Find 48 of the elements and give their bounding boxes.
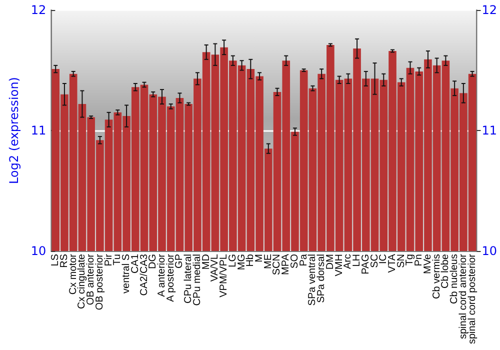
x-tick-label: Cx cingulate (76, 254, 88, 310)
x-tick-label: Arc (342, 254, 354, 269)
x-tick-label: OB posterior (94, 253, 106, 310)
x-tick-label: Cb lobe (440, 254, 452, 288)
x-tick-label: DG (148, 254, 159, 269)
x-tick-label: ME (262, 254, 274, 269)
x-tick-label: ventral S (121, 254, 132, 294)
x-tick-label: Pir (103, 253, 114, 266)
x-tick-label: A posterior (165, 253, 176, 302)
x-tick-label: SO (289, 254, 300, 268)
x-tick-label: CA1 (130, 254, 141, 274)
x-tick-label: SN (396, 254, 407, 268)
y2-tick-label: 12 (482, 3, 498, 17)
x-tick-label: MPA (280, 254, 292, 275)
x-tick-label: RS (58, 254, 70, 268)
y-tick-label: 10 (30, 244, 46, 258)
x-tick-label: LG (227, 254, 238, 268)
x-tick-label: Pn (414, 254, 425, 266)
x-tick-label: LS (50, 254, 62, 266)
x-tick-label: Tu (112, 254, 124, 266)
x-tick-label: Tg (404, 254, 416, 266)
x-tick-label: SCN (272, 254, 283, 276)
y-tick-label: 12 (30, 3, 46, 17)
x-tick-label: IC (378, 254, 390, 264)
x-tick-label: OB anterior (86, 253, 97, 306)
x-tick-label: PAG (360, 254, 372, 274)
x-tick-label: MVe (422, 254, 434, 274)
x-tick-label: DM (324, 254, 336, 270)
y2-tick-label: 10 (482, 244, 498, 258)
x-tick-label: CA2/CA3 (138, 254, 150, 296)
x-tick-label: spinal cord anterior (458, 253, 469, 340)
x-tick-label: GP (174, 254, 186, 268)
x-tick-label: VTA (387, 254, 398, 273)
x-tick-label: spinal cord posterior (466, 253, 478, 344)
x-tick-label: SC (369, 254, 380, 268)
x-tick-label: M (254, 254, 266, 262)
x-tick-label: VMH (334, 254, 345, 276)
y2-tick-label: 11 (482, 124, 498, 138)
x-tick-label: CPu medial (192, 254, 203, 306)
x-tick-label: SPa dorsal (316, 254, 328, 303)
x-tick-label: VPM/VPL (218, 254, 230, 298)
x-tick-label: A anterior (156, 253, 168, 297)
x-tick-label: Hb (245, 254, 256, 267)
y-axis-title: Log2 (expression) (7, 77, 21, 184)
x-tick-label: Pa (298, 254, 310, 266)
y-tick-label: 11 (30, 124, 46, 138)
x-tick-label: LH (352, 254, 363, 267)
x-tick-label: Cb nucleus (449, 254, 460, 304)
